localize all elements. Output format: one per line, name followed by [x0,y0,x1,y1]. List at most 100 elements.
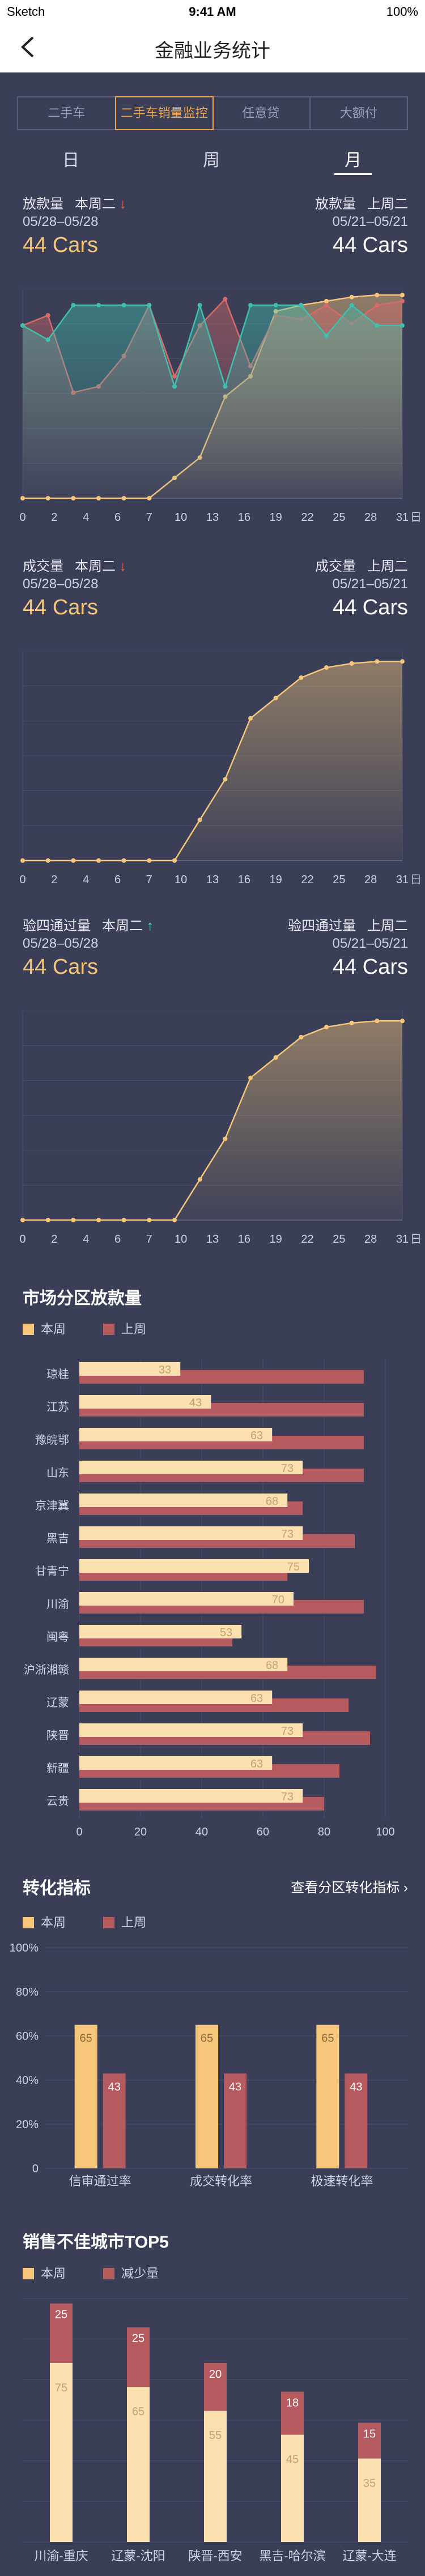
y-tick-label: 60% [16,2030,39,2043]
bar-value-label: 75 [287,1561,300,1573]
data-point [197,303,202,308]
worst-title: 销售不佳城市TOP5 [23,2233,169,2252]
metric-chart-1: 0 2 4 6 7 10 13 16 19 22 25 28 31 日 [19,651,422,886]
legend-this: 本周 [41,1915,66,1929]
legend-last: 上周 [121,1915,147,1929]
bar-last-week [103,2073,126,2168]
data-point [147,1218,152,1222]
y-tick-label: 80% [16,1986,39,1999]
data-point [223,777,228,782]
bar-this-week [79,1625,242,1638]
data-point [96,303,101,308]
market-title: 市场分区放款量 [23,1289,142,1308]
x-tick-label: 31 [396,874,409,886]
data-point [375,323,380,328]
x-tick-label: 10 [175,511,187,524]
data-point [299,1034,304,1039]
data-point [400,1019,405,1024]
tab-used-car-sales[interactable]: 二手车销量监控 [114,96,214,130]
tab-any-loan[interactable]: 任意贷 [212,97,311,129]
data-point [45,1218,50,1222]
x-tick-label: 13 [206,511,219,524]
bar-decrease [50,2303,73,2363]
data-point [324,303,329,308]
data-point [71,1218,76,1222]
x-tick-label: 22 [301,1233,313,1246]
x-tick-label: 2 [51,874,57,886]
data-point [248,716,253,721]
category-label: 闽粤 [46,1631,69,1644]
data-point [20,858,25,863]
x-tick-label: 0 [19,874,26,886]
category-label: 云贵 [46,1795,69,1808]
x-tick-label: 25 [333,874,345,886]
bar-value-label: 43 [189,1397,202,1409]
period-day[interactable]: 日 [62,151,79,170]
x-tick-label: 19 [270,1233,282,1246]
x-tick-label: 0 [19,511,26,524]
data-point [349,294,354,299]
bar-this-week [316,2025,339,2168]
x-tick-label: 0 [76,1826,82,1838]
metric-value: 44 Cars [23,955,99,979]
category-label: 新疆 [46,1762,69,1775]
x-tick-label: 7 [146,511,152,524]
bar-this-week [79,1658,288,1671]
period-week[interactable]: 周 [203,151,220,170]
tab-large-pay[interactable]: 大额付 [339,106,377,120]
data-point [172,1218,177,1222]
data-point [96,858,101,863]
data-point [147,858,152,863]
chevron-left-icon[interactable] [17,33,40,61]
x-tick-label: 28 [364,1233,377,1246]
x-tick-label: 19 [270,511,282,524]
data-point [147,303,152,308]
conversion-link[interactable]: 查看分区转化指标 › [291,1876,408,1896]
data-point [349,303,354,308]
x-tick-label: 100 [376,1826,394,1838]
bar-this-week [79,1362,181,1376]
bar-value-label: 65 [321,2032,334,2045]
category-label: 辽蒙-沈阳 [111,2549,165,2563]
x-tick-label: 4 [83,1233,89,1246]
bar-value-label: 33 [159,1364,171,1376]
series-area [23,305,402,498]
bar-value-label: 73 [281,1528,294,1541]
bar-value-label: 43 [350,2081,362,2093]
x-tick-label: 10 [175,1233,187,1246]
legend-swatch-last [103,1917,115,1928]
bar-last-week [224,2073,246,2168]
bar-value-label: 65 [201,2032,213,2045]
series-area [23,1021,402,1220]
period-month[interactable]: 月 [345,151,362,170]
metric-cmp-value: 44 Cars [332,596,408,619]
x-tick-label: 6 [114,1233,121,1246]
top-bar: Sketch 9:41 AM 100% 金融业务统计 [0,0,425,72]
bar-value-label: 63 [250,1692,263,1705]
bar-value-label: 18 [286,2397,299,2410]
status-bar: Sketch 9:41 AM 100% [0,0,425,23]
category-label: 信审通过率 [69,2174,131,2188]
x-tick-label: 7 [146,1233,152,1246]
tab-used-car[interactable]: 二手车 [18,97,116,129]
data-point [349,661,354,666]
legend-this: 本周 [41,1322,66,1336]
bar-this-week [79,1428,273,1441]
data-point [45,337,50,343]
data-point [400,659,405,664]
legend-this: 本周 [41,2266,66,2280]
data-point [400,323,405,328]
bar-this-week [281,2434,304,2542]
metric-cmp-date: 05/21–05/21 [332,936,408,951]
data-point [273,695,278,700]
category-label: 沪浙湘赣 [24,1663,69,1676]
bar-decrease [204,2363,227,2411]
trend-up-icon: ↑ [146,918,154,934]
bar-this-week [79,1691,273,1704]
metric-header-2: 验四通过量 本周二 ↑ 05/28–05/28 44 Cars 验四通过量 上周… [0,914,425,982]
data-point [96,1218,101,1222]
page-title: 金融业务统计 [155,40,270,62]
bar-this-week [204,2411,227,2542]
y-tick-label: 100% [10,1942,39,1954]
bar-value-label: 70 [272,1594,284,1606]
